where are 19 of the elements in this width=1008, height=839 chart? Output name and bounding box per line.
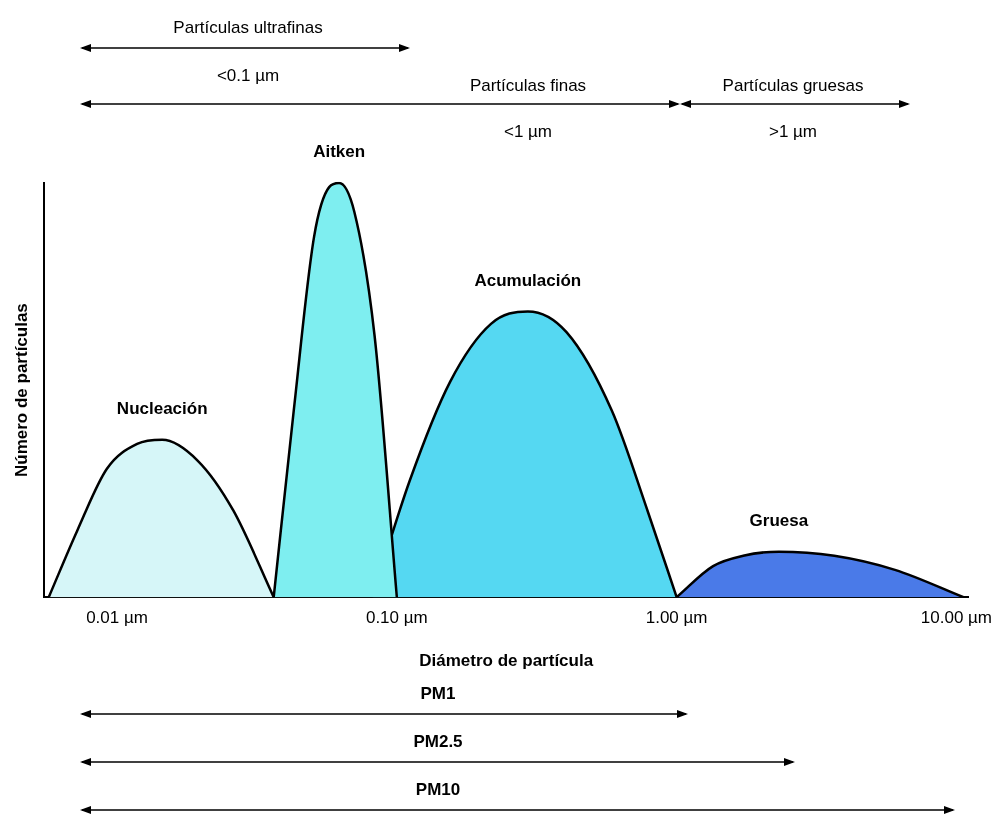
series-label: Aitken: [313, 142, 366, 162]
x-axis-title: Diámetro de partícula: [419, 651, 594, 671]
x-tick-label: 1.00 µm: [645, 608, 708, 628]
y-axis-title: Número de partículas: [11, 303, 31, 478]
text: <1 µm: [503, 122, 553, 142]
series-label: Gruesa: [749, 510, 809, 530]
text: Partículas finas: [469, 76, 587, 96]
text: Partículas gruesas: [722, 76, 864, 96]
text: PM10: [415, 780, 461, 800]
series-label: Nucleación: [116, 398, 208, 418]
x-tick-label: 0.01 µm: [86, 608, 148, 628]
text: Partículas ultrafinas: [173, 18, 323, 38]
text: PM1: [420, 684, 456, 704]
text: PM2.5: [413, 732, 463, 752]
text: >1 µm: [768, 122, 818, 142]
text: <0.1 µm: [216, 66, 280, 86]
x-tick-label: 0.10 µm: [365, 608, 428, 628]
series-label: Acumulación: [474, 270, 582, 290]
x-tick-label: 10.00 µm: [920, 608, 993, 628]
